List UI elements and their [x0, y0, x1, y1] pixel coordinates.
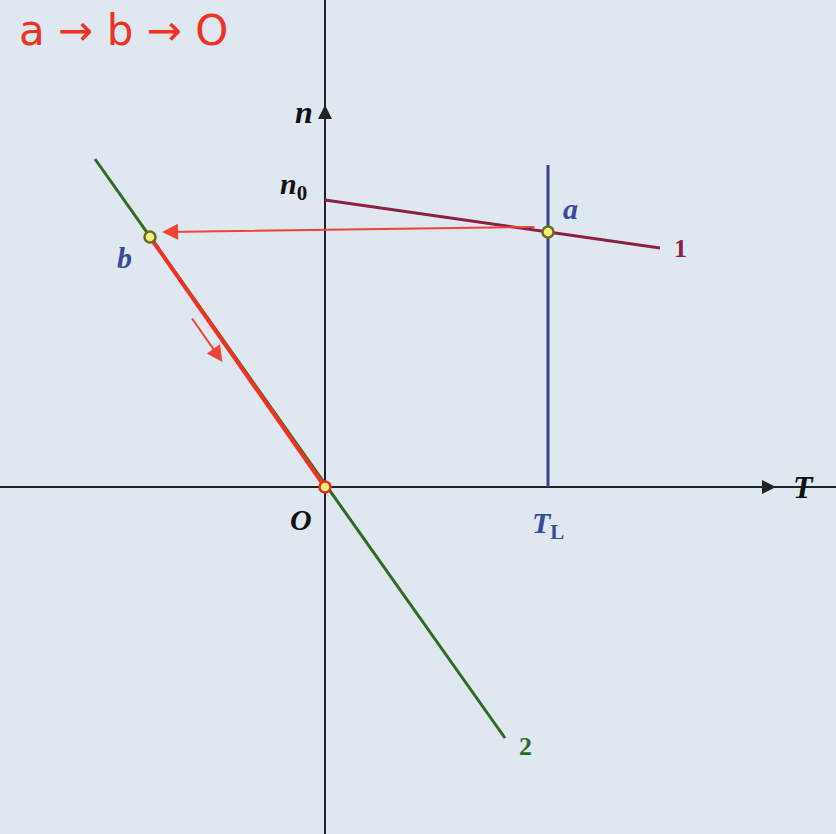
svg-text:a → b → O: a → b → O — [19, 6, 228, 55]
svg-text:n​0​: n​0​ — [280, 167, 307, 205]
svg-text:n: n — [295, 94, 313, 130]
svg-text:a: a — [563, 192, 578, 225]
svg-text:b: b — [117, 241, 132, 274]
svg-text:T​L​: T​L​ — [532, 506, 564, 544]
svg-text:1: 1 — [674, 234, 687, 263]
svg-text:2: 2 — [519, 732, 532, 761]
svg-text:T: T — [793, 469, 814, 505]
svg-text:O: O — [290, 503, 312, 536]
